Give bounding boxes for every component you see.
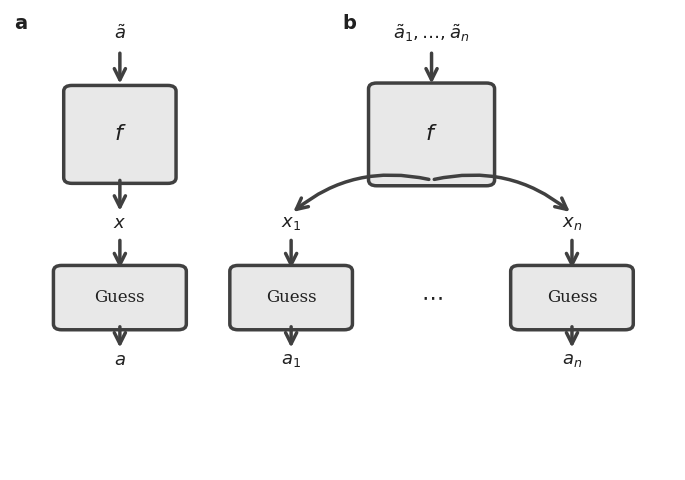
Text: b: b	[342, 14, 356, 34]
Text: $\tilde{a}_1, \ldots, \tilde{a}_n$: $\tilde{a}_1, \ldots, \tilde{a}_n$	[393, 23, 470, 44]
Text: a: a	[14, 14, 27, 34]
Text: Guess: Guess	[266, 289, 316, 306]
Text: $f$: $f$	[114, 123, 126, 145]
Text: $\tilde{a}$: $\tilde{a}$	[114, 24, 126, 43]
FancyBboxPatch shape	[229, 265, 352, 330]
Text: $x_n$: $x_n$	[562, 214, 582, 232]
Text: $a_1$: $a_1$	[281, 351, 301, 369]
FancyBboxPatch shape	[369, 83, 495, 186]
FancyBboxPatch shape	[510, 265, 633, 330]
Text: $x_1$: $x_1$	[281, 214, 301, 232]
Text: $a_n$: $a_n$	[562, 351, 582, 369]
Text: $\cdots$: $\cdots$	[421, 287, 443, 309]
Text: Guess: Guess	[95, 289, 145, 306]
FancyArrowPatch shape	[297, 175, 429, 209]
Text: $x$: $x$	[113, 214, 127, 232]
Text: $f$: $f$	[425, 123, 438, 145]
Text: Guess: Guess	[547, 289, 597, 306]
FancyBboxPatch shape	[53, 265, 186, 330]
FancyArrowPatch shape	[434, 175, 566, 209]
FancyBboxPatch shape	[64, 85, 176, 183]
Text: $a$: $a$	[114, 351, 126, 369]
